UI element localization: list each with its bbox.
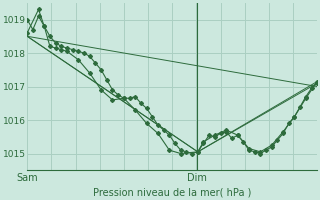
X-axis label: Pression niveau de la mer( hPa ): Pression niveau de la mer( hPa ) — [93, 187, 252, 197]
